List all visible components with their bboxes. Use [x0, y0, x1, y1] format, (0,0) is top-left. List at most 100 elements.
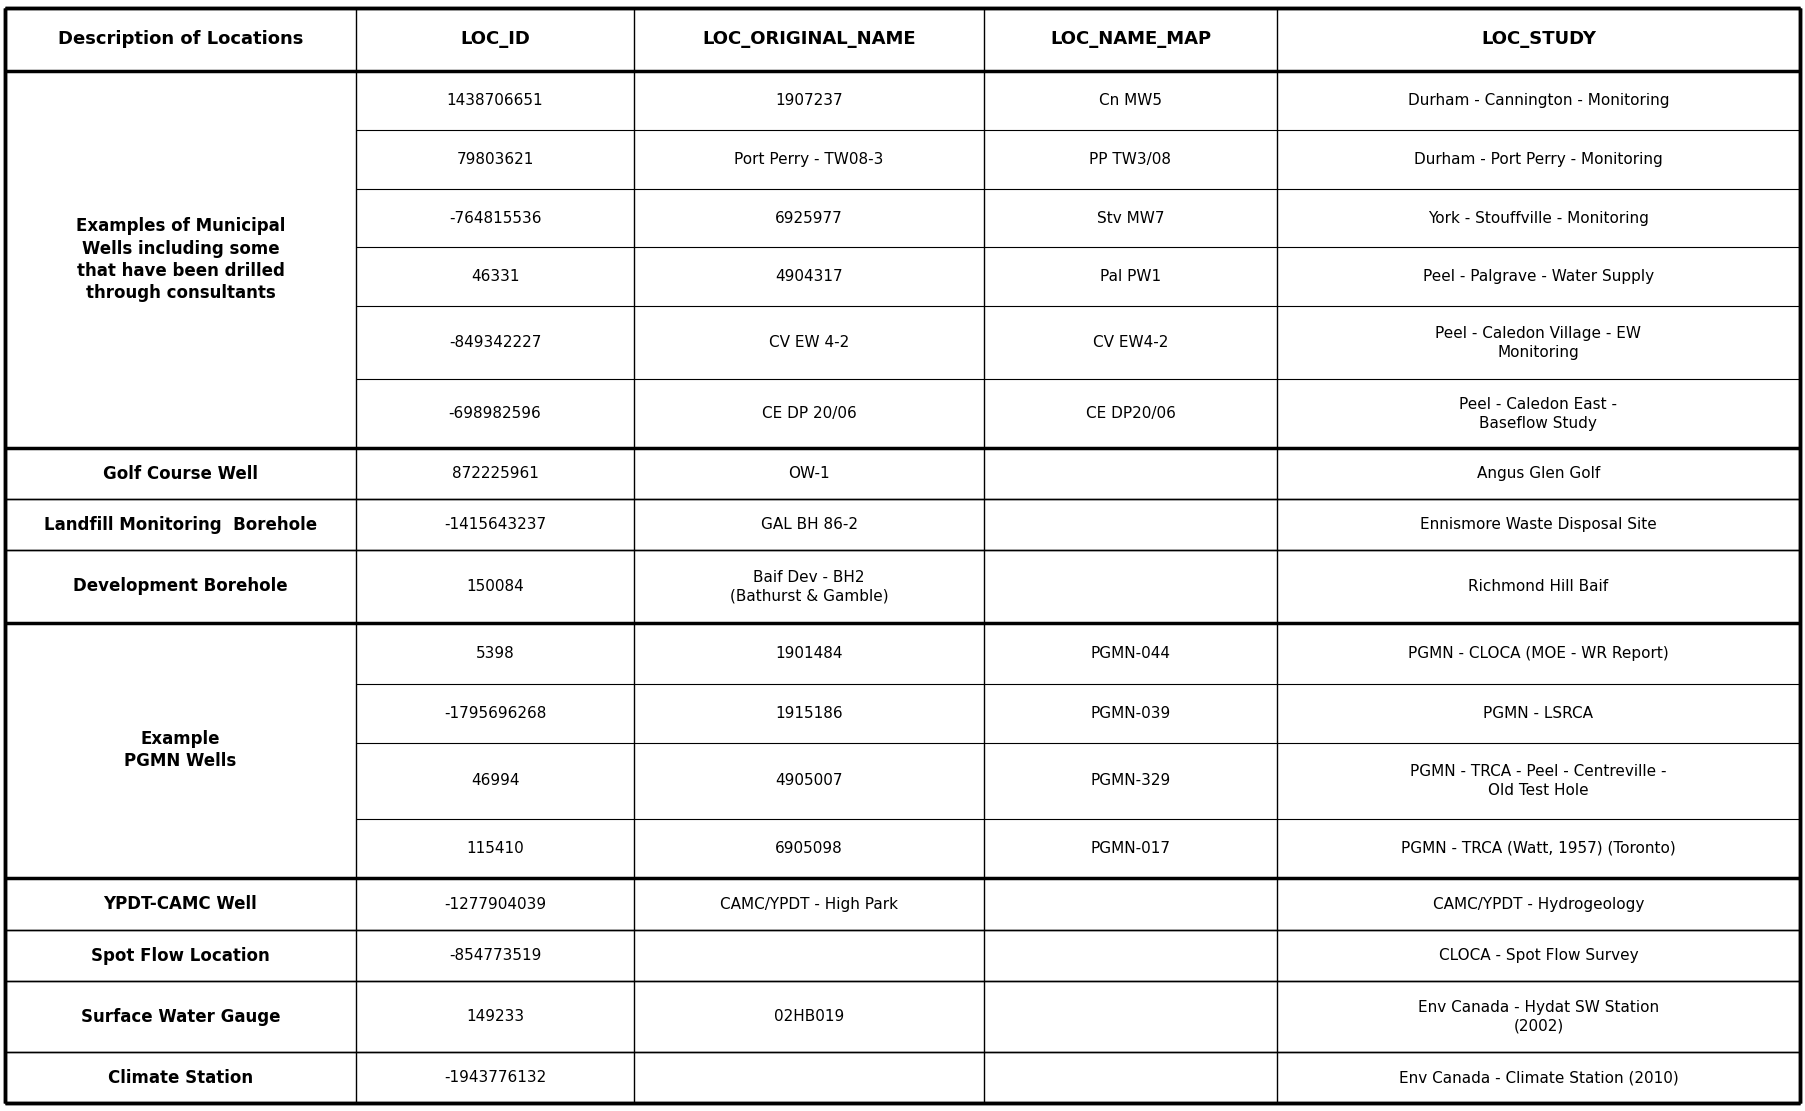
- Text: Landfill Monitoring  Borehole: Landfill Monitoring Borehole: [43, 516, 318, 533]
- Text: Pal PW1: Pal PW1: [1099, 270, 1161, 284]
- Text: 02HB019: 02HB019: [774, 1009, 845, 1024]
- Bar: [984, 71, 1276, 130]
- Text: CV EW4-2: CV EW4-2: [1092, 336, 1168, 350]
- Bar: [1276, 499, 1800, 550]
- Bar: [634, 743, 984, 819]
- Text: PP TW3/08: PP TW3/08: [1090, 152, 1171, 167]
- Bar: [984, 248, 1276, 307]
- Bar: [1276, 623, 1800, 684]
- Bar: [984, 449, 1276, 499]
- Text: 1901484: 1901484: [776, 645, 843, 661]
- Text: Port Perry - TW08-3: Port Perry - TW08-3: [735, 152, 884, 167]
- Bar: [356, 981, 634, 1052]
- Text: -849342227: -849342227: [449, 336, 542, 350]
- Bar: [634, 1052, 984, 1103]
- Bar: [984, 499, 1276, 550]
- Bar: [1276, 130, 1800, 189]
- Text: CE DP 20/06: CE DP 20/06: [762, 407, 857, 421]
- Text: Stv MW7: Stv MW7: [1097, 211, 1164, 226]
- Bar: [634, 449, 984, 499]
- Bar: [634, 981, 984, 1052]
- Bar: [356, 550, 634, 623]
- Bar: [1276, 931, 1800, 981]
- Text: 1915186: 1915186: [776, 705, 843, 721]
- Bar: [5, 981, 356, 1052]
- Text: Development Borehole: Development Borehole: [74, 578, 287, 595]
- Bar: [356, 1052, 634, 1103]
- Bar: [634, 878, 984, 931]
- Bar: [1276, 1052, 1800, 1103]
- Bar: [984, 307, 1276, 380]
- Bar: [634, 248, 984, 307]
- Text: -1943776132: -1943776132: [444, 1070, 547, 1085]
- Bar: [1276, 449, 1800, 499]
- Text: 4904317: 4904317: [776, 270, 843, 284]
- Text: PGMN - CLOCA (MOE - WR Report): PGMN - CLOCA (MOE - WR Report): [1408, 645, 1670, 661]
- Bar: [1276, 684, 1800, 743]
- Text: -854773519: -854773519: [449, 949, 542, 963]
- Text: PGMN - TRCA - Peel - Centreville -
Old Test Hole: PGMN - TRCA - Peel - Centreville - Old T…: [1410, 764, 1666, 798]
- Bar: [356, 878, 634, 931]
- Text: Env Canada - Climate Station (2010): Env Canada - Climate Station (2010): [1399, 1070, 1679, 1085]
- Bar: [356, 623, 634, 684]
- Bar: [634, 307, 984, 380]
- Text: Examples of Municipal
Wells including some
that have been drilled
through consul: Examples of Municipal Wells including so…: [76, 218, 285, 302]
- Bar: [5, 499, 356, 550]
- Text: -1795696268: -1795696268: [444, 705, 547, 721]
- Bar: [1276, 71, 1800, 130]
- Bar: [5, 931, 356, 981]
- Text: 79803621: 79803621: [457, 152, 534, 167]
- Bar: [356, 130, 634, 189]
- Bar: [356, 248, 634, 307]
- Text: OW-1: OW-1: [789, 467, 830, 481]
- Text: -1277904039: -1277904039: [444, 897, 547, 912]
- Text: Description of Locations: Description of Locations: [58, 30, 303, 49]
- Text: LOC_NAME_MAP: LOC_NAME_MAP: [1051, 30, 1211, 49]
- Text: PGMN-039: PGMN-039: [1090, 705, 1171, 721]
- Text: Peel - Palgrave - Water Supply: Peel - Palgrave - Water Supply: [1422, 270, 1653, 284]
- Bar: [5, 878, 356, 931]
- Text: -764815536: -764815536: [449, 211, 542, 226]
- Bar: [634, 189, 984, 248]
- Text: CV EW 4-2: CV EW 4-2: [769, 336, 850, 350]
- Text: GAL BH 86-2: GAL BH 86-2: [760, 517, 857, 532]
- Bar: [634, 71, 984, 130]
- Bar: [1276, 307, 1800, 380]
- Bar: [634, 819, 984, 878]
- Text: PGMN - TRCA (Watt, 1957) (Toronto): PGMN - TRCA (Watt, 1957) (Toronto): [1401, 841, 1675, 855]
- Bar: [1276, 550, 1800, 623]
- Text: 872225961: 872225961: [451, 467, 538, 481]
- Bar: [5, 1052, 356, 1103]
- Bar: [1276, 189, 1800, 248]
- Text: CAMC/YPDT - Hydrogeology: CAMC/YPDT - Hydrogeology: [1433, 897, 1644, 912]
- Bar: [984, 8, 1276, 71]
- Text: Durham - Port Perry - Monitoring: Durham - Port Perry - Monitoring: [1413, 152, 1662, 167]
- Text: CLOCA - Spot Flow Survey: CLOCA - Spot Flow Survey: [1439, 949, 1639, 963]
- Bar: [1276, 8, 1800, 71]
- Bar: [356, 684, 634, 743]
- Text: -698982596: -698982596: [449, 407, 542, 421]
- Text: Baif Dev - BH2
(Bathurst & Gamble): Baif Dev - BH2 (Bathurst & Gamble): [729, 570, 888, 603]
- Text: 46331: 46331: [471, 270, 520, 284]
- Bar: [984, 130, 1276, 189]
- Bar: [5, 71, 356, 449]
- Text: 1907237: 1907237: [776, 93, 843, 108]
- Bar: [634, 550, 984, 623]
- Bar: [984, 623, 1276, 684]
- Text: -1415643237: -1415643237: [444, 517, 547, 532]
- Text: York - Stouffville - Monitoring: York - Stouffville - Monitoring: [1428, 211, 1648, 226]
- Bar: [5, 550, 356, 623]
- Text: 149233: 149233: [466, 1009, 523, 1024]
- Bar: [356, 71, 634, 130]
- Text: 6905098: 6905098: [776, 841, 843, 855]
- Text: YPDT-CAMC Well: YPDT-CAMC Well: [103, 895, 258, 913]
- Bar: [356, 499, 634, 550]
- Bar: [1276, 380, 1800, 449]
- Bar: [5, 623, 356, 878]
- Text: 6925977: 6925977: [776, 211, 843, 226]
- Text: 4905007: 4905007: [776, 773, 843, 789]
- Bar: [5, 8, 356, 71]
- Bar: [356, 380, 634, 449]
- Bar: [984, 819, 1276, 878]
- Text: Example
PGMN Wells: Example PGMN Wells: [125, 730, 236, 770]
